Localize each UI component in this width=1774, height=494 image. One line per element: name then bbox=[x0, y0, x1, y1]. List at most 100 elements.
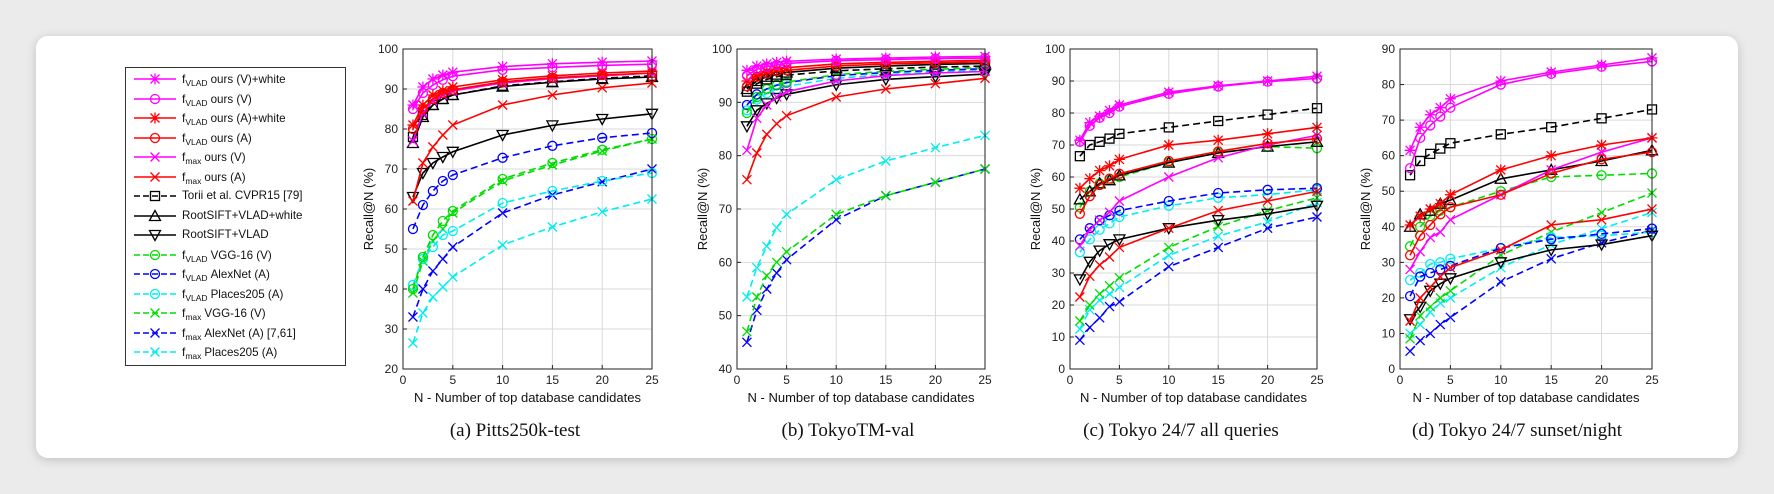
data-point bbox=[1404, 144, 1416, 156]
y-axis-label: Recall@N (%) bbox=[361, 168, 376, 251]
data-point bbox=[1093, 245, 1107, 258]
x-tick-label: 0 bbox=[1397, 373, 1404, 387]
data-point bbox=[1104, 133, 1115, 144]
data-point bbox=[741, 99, 753, 111]
data-point bbox=[1084, 173, 1096, 185]
series-line bbox=[1409, 211, 1653, 335]
data-point bbox=[929, 51, 941, 63]
legend-swatch bbox=[134, 73, 176, 85]
y-tick-label: 80 bbox=[385, 122, 399, 136]
caption-d: (d) Tokyo 24/7 sunset/night bbox=[1412, 420, 1622, 441]
data-point bbox=[1084, 300, 1095, 310]
data-point bbox=[1546, 171, 1557, 183]
data-point bbox=[1163, 223, 1174, 234]
data-point bbox=[1495, 244, 1506, 255]
y-tick-label: 30 bbox=[1382, 255, 1396, 269]
y-tick-label: 0 bbox=[1388, 362, 1395, 376]
data-point bbox=[1445, 285, 1456, 296]
data-point bbox=[1262, 223, 1273, 234]
data-point bbox=[1414, 121, 1426, 133]
data-point bbox=[1546, 234, 1557, 245]
data-point bbox=[1415, 335, 1426, 346]
data-point bbox=[417, 251, 429, 263]
data-point bbox=[597, 146, 608, 156]
data-point bbox=[1084, 139, 1095, 151]
y-tick-label: 10 bbox=[1382, 326, 1396, 340]
y-tick-label: 70 bbox=[719, 202, 733, 216]
data-point bbox=[1213, 146, 1224, 157]
y-tick-label: 40 bbox=[719, 362, 733, 376]
data-point bbox=[1084, 117, 1096, 129]
data-point bbox=[1434, 198, 1446, 210]
data-point bbox=[1261, 208, 1275, 221]
data-point bbox=[1403, 219, 1417, 232]
data-point bbox=[1094, 288, 1105, 299]
x-tick-label: 10 bbox=[1494, 373, 1508, 387]
plot-area bbox=[1400, 49, 1652, 369]
data-point bbox=[741, 326, 752, 337]
data-point bbox=[595, 113, 609, 126]
legend-label: RootSIFT+VLAD bbox=[182, 228, 269, 241]
data-point bbox=[1415, 267, 1426, 279]
y-tick-label: 10 bbox=[1052, 330, 1066, 344]
data-point bbox=[407, 283, 419, 295]
legend-item-max-places205-a: fmax Places205 (A) bbox=[126, 343, 347, 362]
legend-label: fVLAD ours (V)+white bbox=[182, 72, 286, 88]
series-line bbox=[412, 132, 653, 230]
data-point bbox=[781, 86, 792, 97]
legend-marker bbox=[149, 268, 161, 280]
data-point bbox=[771, 56, 783, 68]
legend-text: Torii et al. CVPR15 [79] bbox=[182, 189, 303, 202]
data-point bbox=[497, 100, 508, 110]
legend-label: fVLAD AlexNet (A) bbox=[182, 267, 270, 283]
data-point bbox=[1435, 292, 1446, 303]
data-point bbox=[547, 140, 558, 151]
data-point bbox=[1163, 242, 1174, 253]
data-point bbox=[1163, 261, 1174, 272]
y-tick-label: 50 bbox=[1052, 202, 1066, 216]
legend-swatch bbox=[134, 93, 176, 104]
legend-marker bbox=[149, 73, 161, 85]
legend-label: fmax AlexNet (A) [7,61] bbox=[182, 326, 296, 342]
data-point bbox=[1213, 187, 1224, 199]
data-point bbox=[1415, 319, 1426, 330]
data-point bbox=[1435, 227, 1446, 238]
chart-1: 0 5 10 15 20 25 20 30 40 50 60 70 80 90 100 N - Number … bbox=[361, 42, 659, 405]
legend-swatch bbox=[134, 171, 176, 182]
data-point bbox=[427, 266, 438, 276]
legend-item-max-alexnet-a-7-61: fmax AlexNet (A) [7,61] bbox=[126, 324, 347, 343]
data-point bbox=[740, 121, 754, 134]
data-point bbox=[771, 257, 782, 268]
legend-subscript: VLAD bbox=[185, 78, 208, 88]
series-fmax-ours-v bbox=[741, 66, 990, 156]
data-point bbox=[437, 215, 448, 227]
legend-marker bbox=[148, 208, 162, 221]
data-point bbox=[741, 337, 752, 348]
data-point bbox=[447, 169, 458, 181]
data-point bbox=[1404, 162, 1416, 174]
legend-text: Places205 (A) bbox=[204, 346, 278, 359]
legend-swatch bbox=[134, 308, 176, 318]
data-point bbox=[771, 268, 782, 278]
data-point bbox=[741, 86, 753, 97]
x-tick-label: 20 bbox=[1261, 373, 1275, 387]
data-point bbox=[437, 175, 448, 187]
data-point bbox=[545, 120, 559, 133]
data-point bbox=[437, 69, 449, 81]
data-point bbox=[497, 240, 508, 250]
data-point bbox=[1074, 151, 1086, 162]
data-point bbox=[547, 90, 558, 100]
data-point bbox=[1084, 234, 1095, 245]
data-point bbox=[1114, 272, 1125, 283]
legend-f-symbol: f bbox=[182, 111, 186, 125]
x-tick-label: 10 bbox=[496, 373, 510, 387]
data-point bbox=[1084, 224, 1095, 235]
x-tick-label: 10 bbox=[830, 373, 844, 387]
series-fmax-ours-a bbox=[1405, 204, 1657, 326]
legend-subscript: max bbox=[185, 175, 202, 186]
data-point bbox=[1262, 140, 1273, 150]
legend-subscript: max bbox=[185, 351, 202, 361]
caption-a: (a) Pitts250k-test bbox=[449, 420, 581, 441]
data-point bbox=[426, 157, 440, 170]
legend-f-symbol: f bbox=[182, 247, 186, 262]
